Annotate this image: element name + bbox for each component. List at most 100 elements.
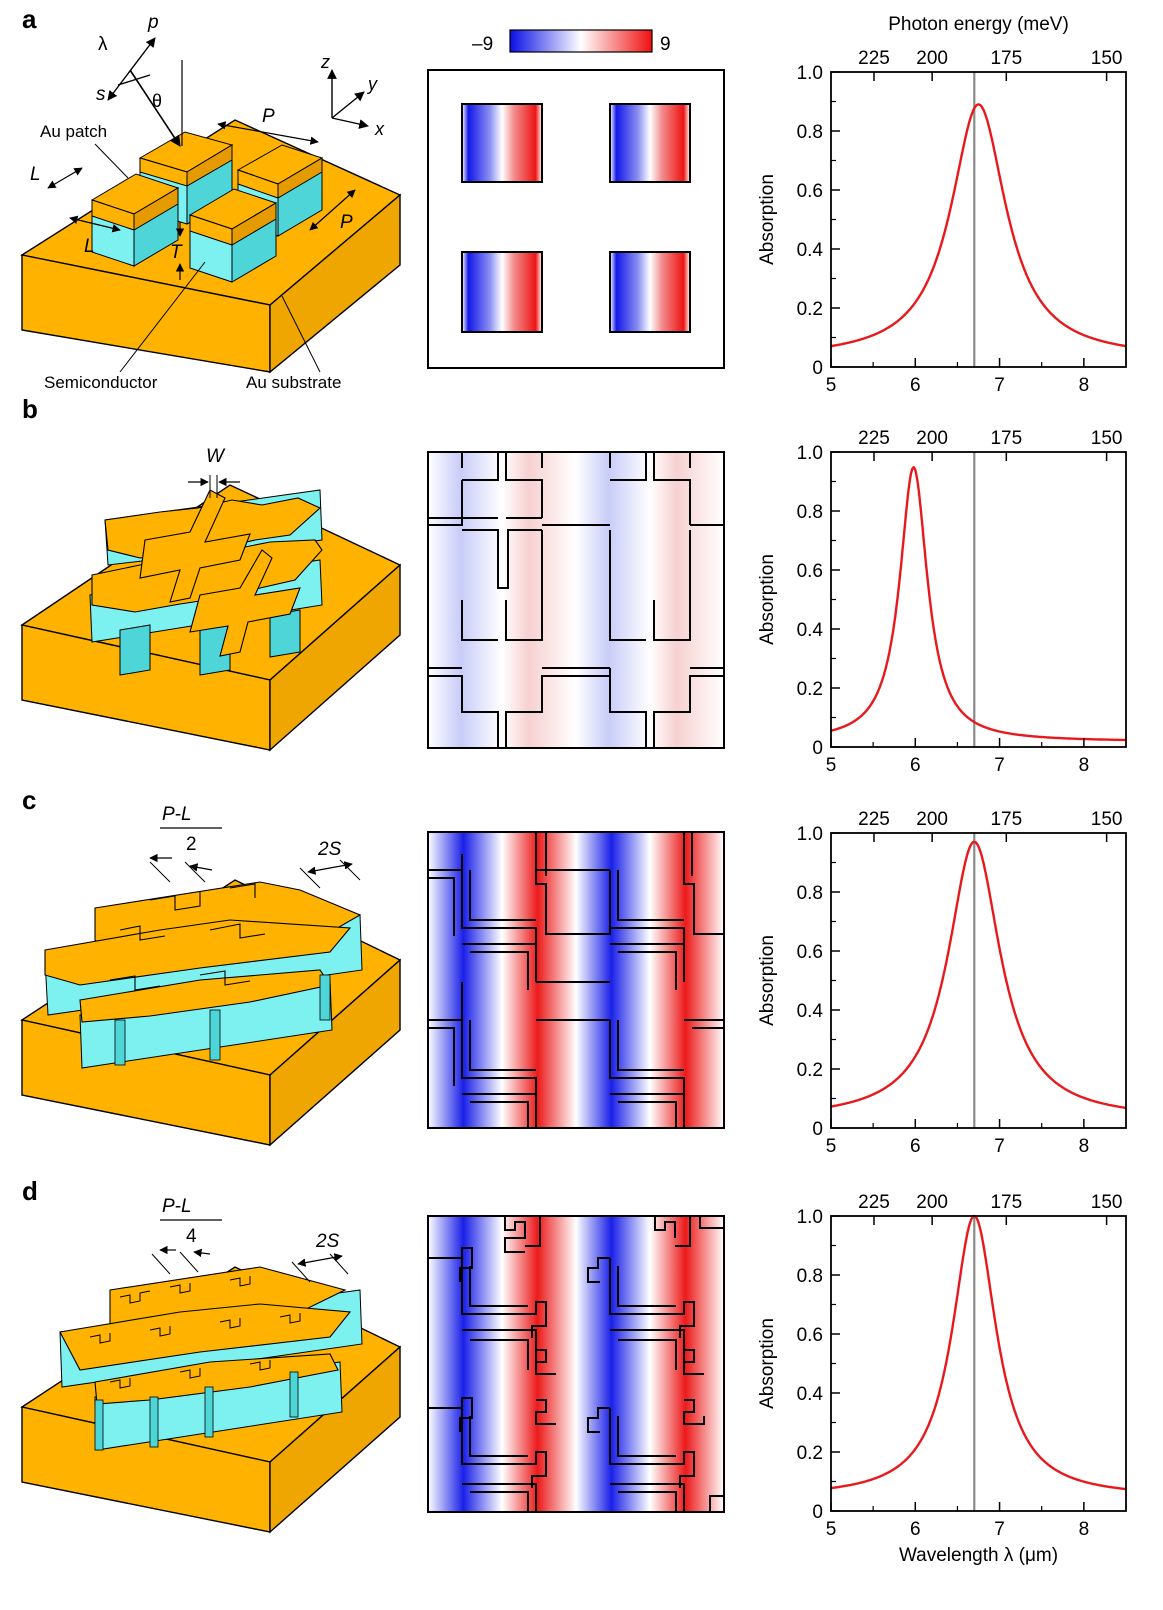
panel-letter-c: c [22, 785, 36, 815]
top-tick-label: 175 [990, 48, 1022, 69]
chart-b: 5 6 7 8 0 0.2 0.4 0.6 0.8 1.0 225 200 175 150 Absorpti… [757, 428, 1127, 776]
label-c-frac-num: P-L [162, 804, 192, 825]
y-axis-label: Absorption [757, 174, 778, 265]
label-semiconductor: Semiconductor [44, 373, 158, 392]
x-tick-label: 7 [994, 375, 1005, 396]
chart-c: 5 6 7 8 0 0.2 0.4 0.6 0.8 1.0 225 200 175 150 Absorpti… [757, 809, 1127, 1157]
panel-letter-a: a [22, 4, 37, 34]
y-tick-label: 0.4 [797, 1001, 824, 1022]
y-tick-label: 0 [812, 738, 823, 759]
x-tick-label: 8 [1079, 375, 1090, 396]
x-tick-label: 7 [994, 1136, 1005, 1157]
y-axis-label: Absorption [757, 554, 778, 645]
plot-frame [830, 1215, 1127, 1512]
label-s: s [96, 84, 106, 105]
chart-d: 5 6 7 8 0 0.2 0.4 0.6 0.8 1.0 225 200 175 150 Absorpti… [757, 1192, 1127, 1566]
label-x: x [374, 119, 385, 139]
top-tick-label: 150 [1091, 809, 1123, 830]
absorption-curve [830, 103, 1127, 348]
schematic-d: P-L 4 2S [20, 1196, 402, 1534]
label-p: p [147, 12, 159, 33]
x-tick-label: 5 [826, 1519, 837, 1540]
absorption-charts: 5 6 7 8 0 0.2 0.4 0.6 0.8 1.0 225 200 175 150 Absorpti… [757, 14, 1127, 1566]
label-au-substrate: Au substrate [246, 373, 341, 392]
y-tick-label: 0.6 [797, 561, 823, 582]
y-tick-label: 0 [812, 1502, 823, 1523]
y-tick-label: 0.6 [797, 181, 823, 202]
label-d-frac-num: P-L [162, 1196, 192, 1217]
x-tick-label: 6 [910, 755, 921, 776]
top-tick-label: 150 [1091, 48, 1123, 69]
x-tick-label: 5 [826, 755, 837, 776]
plot-frame [830, 832, 1127, 1129]
y-tick-label: 0.2 [797, 1060, 823, 1081]
label-W: W [206, 446, 226, 467]
patch-left [90, 173, 180, 267]
top-tick-label: 225 [858, 428, 890, 449]
y-tick-label: 0.4 [797, 620, 824, 641]
schematic-b: W [20, 446, 402, 752]
x-tick-label: 8 [1079, 1519, 1090, 1540]
y-tick-label: 0.8 [797, 122, 823, 143]
label-c-frac-den: 2 [186, 834, 197, 855]
field-map-a [427, 69, 725, 369]
x-tick-label: 7 [994, 755, 1005, 776]
field-map-c [427, 831, 725, 1129]
y-tick-label: 0.8 [797, 883, 823, 904]
top-tick-label: 200 [916, 428, 948, 449]
chart-a: 5 6 7 8 0 0.2 0.4 0.6 0.8 1.0 225 200 175 150 Absorpti… [757, 14, 1127, 396]
top-tick-label: 200 [916, 809, 948, 830]
top-axis-label: Photon energy (meV) [888, 14, 1069, 35]
y-tick-label: 0.6 [797, 942, 823, 963]
absorption-curve [830, 840, 1127, 1110]
schematic-a: λ p s θ z y x P P L L T Au patch Semicon… [20, 12, 402, 392]
patch-front [188, 188, 278, 283]
label-d-2S: 2S [315, 1231, 340, 1252]
y-axis-label: Absorption [757, 1318, 778, 1409]
y-tick-label: 0.4 [797, 1384, 824, 1405]
x-tick-label: 6 [910, 1136, 921, 1157]
label-c-2S: 2S [317, 839, 342, 860]
x-tick-label: 6 [910, 375, 921, 396]
x-tick-label: 5 [826, 1136, 837, 1157]
label-T: T [170, 242, 183, 263]
label-d-frac-den: 4 [186, 1226, 197, 1247]
panel-letter-b: b [22, 394, 38, 424]
y-tick-label: 1.0 [797, 1207, 823, 1228]
y-tick-label: 1.0 [797, 63, 823, 84]
y-tick-label: 0.8 [797, 502, 823, 523]
y-tick-label: 0.4 [797, 240, 824, 261]
x-tick-label: 7 [994, 1519, 1005, 1540]
label-P2: P [340, 212, 353, 233]
top-tick-label: 175 [990, 809, 1022, 830]
x-axis-label: Wavelength λ (μm) [899, 1545, 1058, 1566]
x-tick-label: 5 [826, 375, 837, 396]
top-tick-label: 200 [916, 48, 948, 69]
top-tick-label: 200 [916, 1192, 948, 1213]
y-tick-label: 0 [812, 358, 823, 379]
top-tick-label: 225 [858, 809, 890, 830]
y-tick-label: 0.2 [797, 679, 823, 700]
field-map-d [427, 1215, 725, 1513]
label-lambda: λ [98, 34, 108, 55]
colorbar-max-label: 9 [660, 34, 671, 55]
label-y: y [366, 74, 378, 94]
plot-frame [830, 451, 1127, 748]
label-P1: P [262, 106, 275, 127]
top-tick-label: 150 [1091, 428, 1123, 449]
absorption-curve [830, 1214, 1127, 1491]
field-map-b [427, 451, 725, 749]
schematic-c: P-L 2 2S [20, 804, 402, 1147]
colorbar: –9 9 [472, 29, 671, 55]
label-theta: θ [152, 91, 162, 111]
label-L2: L [84, 236, 95, 257]
x-tick-label: 8 [1079, 1136, 1090, 1157]
top-tick-label: 225 [858, 1192, 890, 1213]
substrate-side [269, 193, 401, 374]
top-tick-label: 175 [990, 1192, 1022, 1213]
x-tick-label: 8 [1079, 755, 1090, 776]
y-tick-label: 0.8 [797, 1266, 823, 1287]
y-axis-label: Absorption [757, 935, 778, 1026]
label-z: z [320, 52, 330, 72]
